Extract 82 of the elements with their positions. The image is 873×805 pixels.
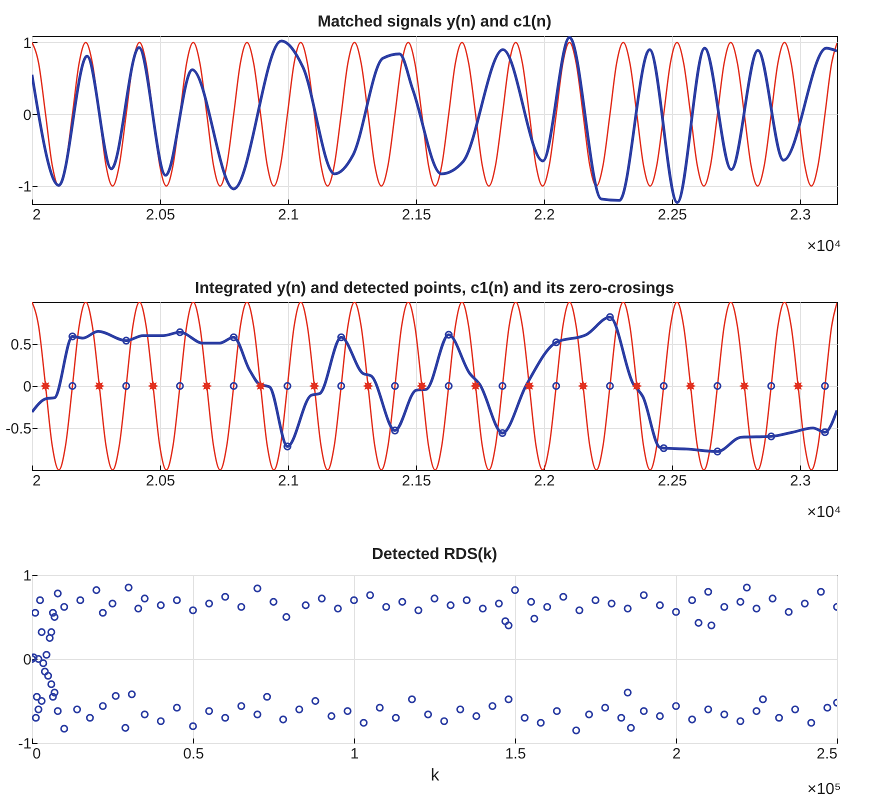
point bbox=[660, 382, 668, 390]
x-tick-label: 2.15 bbox=[402, 472, 432, 490]
y-tick-label: 1 bbox=[23, 568, 32, 584]
line-series bbox=[32, 316, 837, 453]
point bbox=[821, 428, 829, 436]
point bbox=[390, 382, 399, 390]
point bbox=[176, 328, 184, 336]
y-tick-label: 0 bbox=[23, 106, 32, 124]
point bbox=[471, 381, 480, 391]
x-tick-label: 2 bbox=[32, 472, 41, 490]
x-tick-label: 2.2 bbox=[534, 472, 555, 490]
x-axis-title: k bbox=[430, 766, 440, 784]
x-tick-label: 2.25 bbox=[658, 206, 688, 224]
point bbox=[122, 336, 130, 345]
point bbox=[68, 382, 76, 390]
point bbox=[444, 382, 453, 390]
point bbox=[686, 381, 696, 391]
point bbox=[714, 382, 722, 390]
point bbox=[660, 444, 668, 452]
point bbox=[714, 448, 722, 456]
x-tick-label: 1.5 bbox=[505, 746, 526, 762]
point bbox=[122, 382, 130, 390]
chart-title: Integrated y(n) and detected points, c1(n) and its zero-crosings bbox=[194, 280, 674, 297]
x-tick-label: 2 bbox=[672, 746, 681, 762]
y-tick-label: 0 bbox=[23, 652, 32, 668]
point bbox=[202, 381, 212, 391]
point bbox=[256, 381, 266, 391]
point bbox=[794, 381, 803, 391]
point bbox=[740, 381, 749, 391]
x-tick-label: 1 bbox=[350, 746, 359, 762]
point bbox=[417, 381, 426, 391]
point bbox=[578, 381, 588, 391]
point bbox=[94, 381, 104, 391]
point bbox=[283, 442, 292, 450]
point bbox=[230, 382, 238, 390]
y-tick-label: -0.5 bbox=[6, 420, 32, 438]
y-tick-label: -1 bbox=[18, 178, 32, 196]
point bbox=[310, 381, 319, 391]
x-tick-label: 2.25 bbox=[658, 472, 688, 490]
y-tick-label: 0.5 bbox=[10, 336, 32, 354]
x-tick-label: 2.1 bbox=[278, 472, 299, 490]
chart-title: Detected RDS(k) bbox=[372, 546, 498, 563]
point bbox=[390, 426, 399, 434]
x-tick-label: 2.05 bbox=[146, 206, 176, 224]
line-series bbox=[32, 302, 837, 470]
point bbox=[230, 333, 238, 342]
point bbox=[821, 382, 829, 390]
y-tick-label: -1 bbox=[18, 736, 32, 752]
point bbox=[283, 382, 292, 390]
point bbox=[68, 332, 76, 340]
x-tick-label: 2.3 bbox=[790, 472, 811, 490]
point bbox=[176, 382, 184, 390]
point bbox=[363, 381, 373, 391]
point bbox=[498, 382, 506, 390]
point bbox=[498, 429, 506, 437]
point bbox=[444, 330, 453, 339]
point bbox=[40, 381, 50, 391]
x-tick-label: 2.3 bbox=[790, 206, 811, 224]
text: ×10⁴ bbox=[806, 504, 842, 521]
y-tick-label: 1 bbox=[23, 34, 32, 52]
text: ×10⁴ bbox=[806, 238, 842, 255]
chart-title: Matched signals y(n) and c1(n) bbox=[318, 13, 552, 30]
point bbox=[337, 333, 346, 342]
point bbox=[148, 381, 158, 391]
x-tick-label: 0.5 bbox=[183, 746, 204, 762]
point bbox=[606, 382, 614, 390]
x-tick-label: 2.5 bbox=[816, 746, 838, 762]
x-tick-label: 2.1 bbox=[278, 206, 299, 224]
x-tick-label: 2.15 bbox=[402, 206, 432, 224]
x-tick-label: 2 bbox=[32, 206, 41, 224]
point bbox=[552, 338, 560, 346]
point bbox=[632, 381, 642, 391]
text: ×10⁵ bbox=[807, 781, 841, 798]
point bbox=[552, 382, 560, 390]
point bbox=[524, 381, 534, 391]
point bbox=[767, 432, 776, 440]
x-tick-label: 2.05 bbox=[146, 472, 176, 490]
point bbox=[767, 382, 776, 390]
y-tick-label: 0 bbox=[23, 378, 32, 396]
point bbox=[606, 313, 614, 322]
x-tick-label: 2.2 bbox=[534, 206, 555, 224]
point bbox=[337, 382, 346, 390]
